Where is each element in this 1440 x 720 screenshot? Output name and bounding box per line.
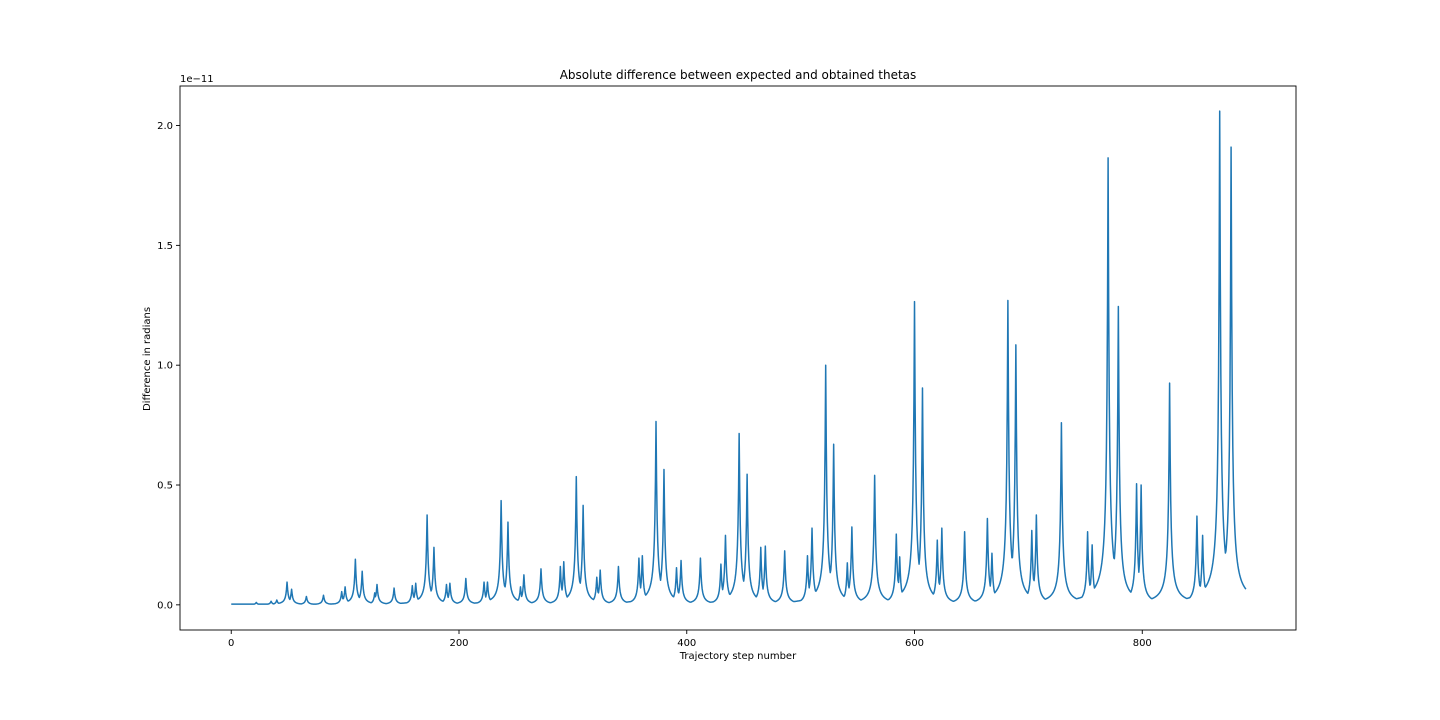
x-tick-label: 400 — [677, 638, 696, 649]
data-line — [231, 110, 1247, 605]
x-axis: 0 200 400 600 800 — [228, 630, 1152, 649]
x-tick-label: 800 — [1133, 638, 1152, 649]
y-tick-label: 2.0 — [157, 121, 173, 132]
x-tick-label: 200 — [449, 638, 468, 649]
x-tick-label: 0 — [228, 638, 234, 649]
chart-title: Absolute difference between expected and… — [560, 68, 917, 82]
x-tick-label: 600 — [905, 638, 924, 649]
y-tick-label: 0.5 — [157, 481, 173, 492]
y-tick-label: 1.0 — [157, 361, 173, 372]
y-tick-label: 1.5 — [157, 241, 173, 252]
plot-area — [231, 110, 1247, 605]
axes-frame — [179, 85, 1297, 631]
y-tick-label: 0.0 — [157, 600, 173, 611]
x-axis-label: Trajectory step number — [679, 651, 797, 662]
y-axis: 0.0 0.5 1.0 1.5 2.0 — [157, 121, 180, 611]
y-offset-label: 1e−11 — [180, 74, 214, 85]
y-axis-label: Difference in radians — [142, 307, 153, 411]
